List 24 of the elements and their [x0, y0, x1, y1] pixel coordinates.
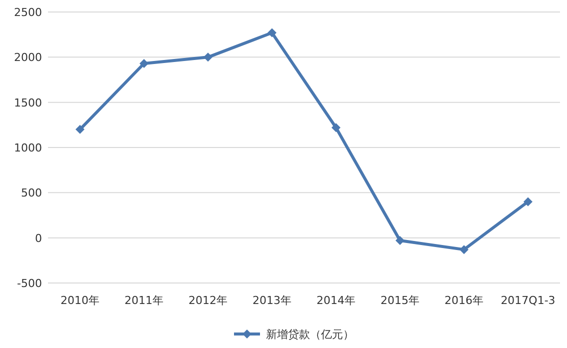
x-tick-label: 2011年	[124, 294, 164, 307]
point	[396, 236, 404, 246]
point	[332, 123, 340, 132]
point	[204, 52, 212, 62]
x-tick-label: 2015年	[380, 294, 420, 307]
point	[76, 124, 84, 134]
y-tick-label: 2000	[14, 51, 42, 64]
y-tick-label: 1500	[14, 96, 42, 110]
point	[268, 28, 276, 38]
x-tick-label: 2017Q1-3	[500, 294, 556, 307]
y-tick-label: 500	[21, 186, 42, 200]
y-tick-label: 1000	[14, 142, 42, 154]
x-tick-label: 2016年	[444, 294, 484, 307]
legend-label: 新增贷款（亿元）	[266, 328, 354, 341]
point	[460, 245, 468, 254]
x-tick-label: 2012年	[188, 294, 228, 307]
y-tick-label: 2500	[14, 6, 42, 19]
x-tick-label: 2013年	[252, 294, 292, 307]
x-tick-label: 2010年	[60, 294, 100, 307]
point	[524, 197, 532, 206]
y-tick-label: 0	[35, 232, 42, 245]
x-tick-label: 2014年	[316, 294, 356, 307]
point	[140, 58, 148, 68]
y-tick-label: -500	[17, 277, 42, 290]
